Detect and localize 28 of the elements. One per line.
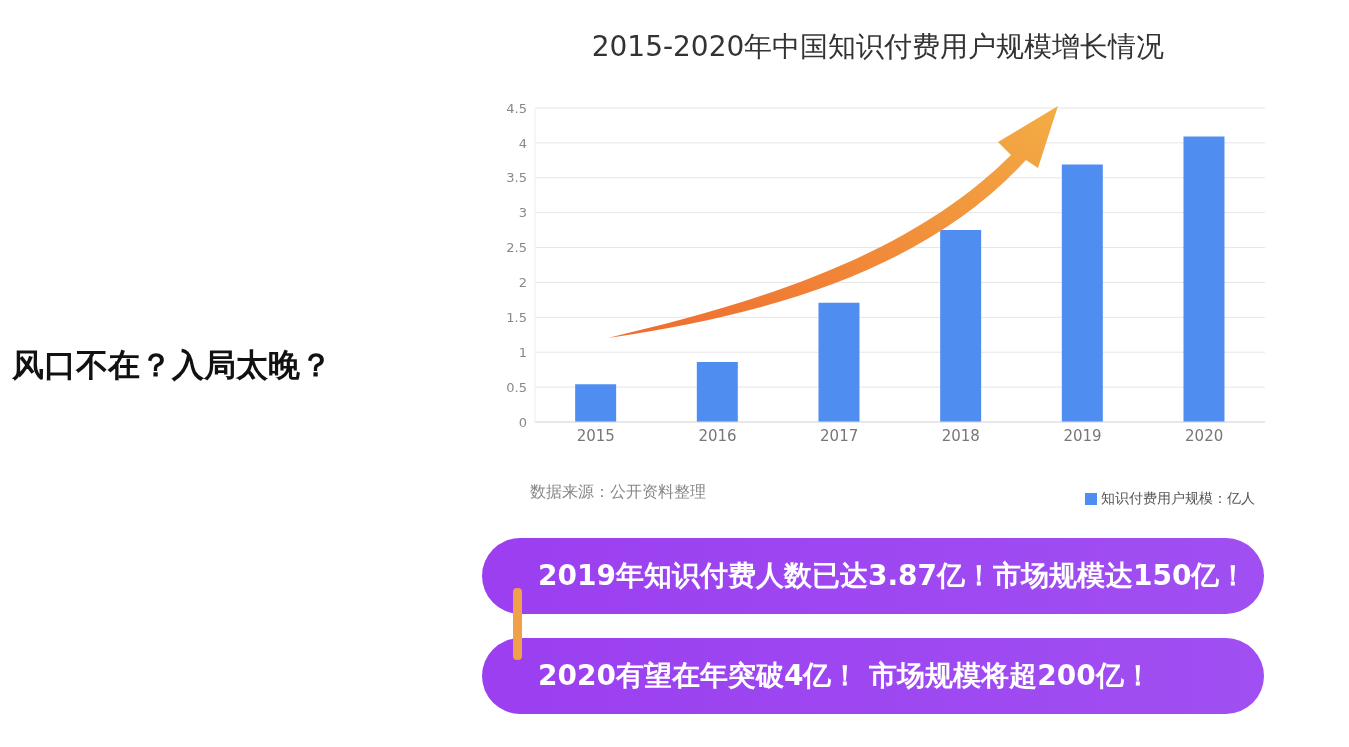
y-tick-label: 3	[518, 205, 527, 221]
y-tick-label: 4.5	[506, 100, 527, 116]
source-note: 数据来源：公开资料整理	[530, 482, 706, 503]
bar	[940, 230, 982, 422]
x-tick-label: 2017	[820, 426, 859, 445]
y-tick-label: 0	[518, 414, 527, 430]
text: 2019年知识付费人数已达3.87亿！市场规模达150亿！	[482, 538, 1264, 614]
x-tick-label: 2016	[698, 426, 737, 445]
y-tick-label: 1.5	[506, 309, 527, 325]
bar	[696, 361, 738, 422]
x-tick-label: 2015	[576, 426, 615, 445]
y-tick-label: 4	[518, 135, 527, 151]
text: 风口不在？入局太晚？	[12, 345, 332, 386]
y-tick-label: 3.5	[506, 170, 527, 186]
bar	[1183, 136, 1225, 422]
bar	[1061, 164, 1103, 422]
y-tick-label: 1	[518, 344, 527, 360]
x-tick-label: 2020	[1185, 426, 1224, 445]
y-tick-label: 2	[518, 275, 527, 291]
y-tick-label: 0.5	[506, 379, 527, 395]
chart-title: 2015-2020年中国知识付费用户规模增长情况	[590, 29, 1166, 65]
bar	[575, 384, 617, 422]
legend-label: 知识付费用户规模：亿人	[1101, 490, 1255, 506]
text: 2020有望在年突破4亿！ 市场规模将超200亿！	[482, 638, 1264, 714]
x-tick-label: 2018	[941, 426, 980, 445]
y-tick-label: 2.5	[506, 240, 527, 256]
x-tick-label: 2019	[1063, 426, 1102, 445]
bar	[818, 302, 860, 422]
